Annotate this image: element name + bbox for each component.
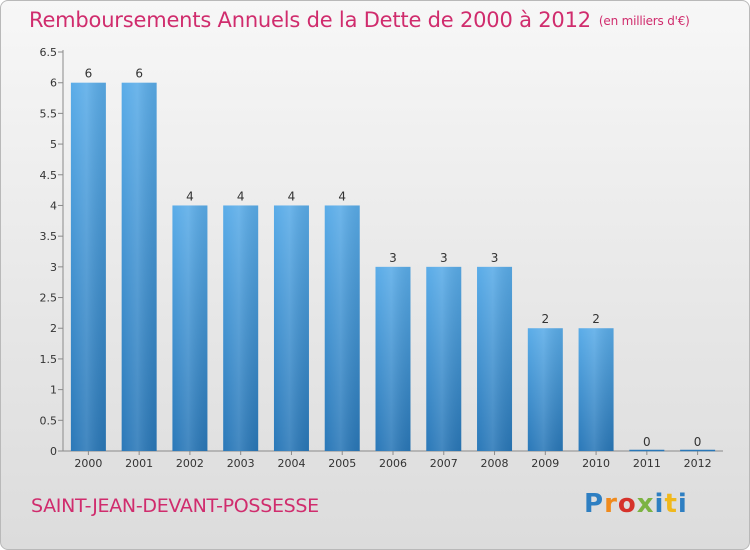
data-label: 2 <box>592 312 600 326</box>
bar-shine <box>121 82 157 451</box>
x-tick-label: 2007 <box>430 457 458 470</box>
y-tick-label: 6.5 <box>40 46 58 59</box>
x-tick-label: 2012 <box>684 457 712 470</box>
commune-name: SAINT-JEAN-DEVANT-POSSESSE <box>31 495 319 517</box>
y-tick-label: 3 <box>50 261 57 274</box>
bar-shine <box>324 205 360 451</box>
data-label: 4 <box>288 189 296 203</box>
x-axis: 2000 2001 2002 2003 2004 2005 2006 2007 2008 2009… <box>63 450 723 470</box>
x-tick-label: 2010 <box>582 457 610 470</box>
bar-shine <box>172 205 208 451</box>
logo-letter: x <box>636 489 655 519</box>
y-tick-label: 5 <box>50 138 57 151</box>
chart-title: Remboursements Annuels de la Dette de 20… <box>29 8 690 32</box>
data-label: 3 <box>440 251 448 265</box>
data-labels-group: 6 6 4 4 4 4 3 3 3 2 2 0 0 <box>85 67 702 449</box>
logo-letter: r <box>604 489 618 519</box>
x-tick-label: 2008 <box>481 457 509 470</box>
bars-group <box>70 82 716 452</box>
data-label: 6 <box>135 67 143 81</box>
y-tick-label: 5.5 <box>40 107 58 120</box>
y-tick-label: 1.5 <box>40 353 58 366</box>
x-tick-label: 2009 <box>531 457 559 470</box>
y-tick-label: 4 <box>50 199 57 212</box>
y-tick-label: 2 <box>50 322 57 335</box>
x-tick-label: 2002 <box>176 457 204 470</box>
logo-letter: i <box>654 489 665 519</box>
logo-letter: i <box>677 489 688 519</box>
data-label: 3 <box>389 251 397 265</box>
data-label: 2 <box>541 312 549 326</box>
bar-shine <box>578 328 614 451</box>
bar-shine <box>477 266 513 451</box>
logo-letter: t <box>664 489 678 519</box>
proxiti-logo: Proxiti <box>584 489 688 519</box>
x-tick-label: 2003 <box>227 457 255 470</box>
x-tick-label: 2001 <box>125 457 153 470</box>
logo-letter: P <box>584 489 605 519</box>
data-label: 6 <box>85 67 93 81</box>
logo-letter: o <box>617 489 637 519</box>
data-label: 4 <box>237 189 245 203</box>
x-tick-label: 2000 <box>74 457 102 470</box>
chart-title-text: Remboursements Annuels de la Dette de 20… <box>29 8 591 32</box>
y-tick-label: 0.5 <box>40 414 58 427</box>
bar-shine <box>426 266 462 451</box>
data-label: 0 <box>694 435 702 449</box>
bar-shine <box>273 205 309 451</box>
bar-shine <box>223 205 259 451</box>
y-tick-label: 1 <box>50 384 57 397</box>
y-tick-label: 4.5 <box>40 169 58 182</box>
y-tick-label: 3.5 <box>40 230 58 243</box>
x-tick-label: 2004 <box>277 457 305 470</box>
x-tick-label: 2006 <box>379 457 407 470</box>
y-tick-label: 2.5 <box>40 292 58 305</box>
bar-shine <box>375 266 411 451</box>
data-label: 4 <box>338 189 346 203</box>
x-tick-label: 2005 <box>328 457 356 470</box>
y-tick-label: 6 <box>50 77 57 90</box>
y-axis: 0 0.5 1 1.5 2 2.5 3 3.5 4 4.5 5 5.5 6 6.5 <box>40 46 64 458</box>
x-tick-label: 2011 <box>633 457 661 470</box>
bar-shine <box>70 82 106 451</box>
y-tick-label: 0 <box>50 445 57 458</box>
bar-shine <box>527 328 563 451</box>
data-label: 4 <box>186 189 194 203</box>
data-label: 3 <box>491 251 499 265</box>
data-label: 0 <box>643 435 651 449</box>
chart-subtitle: (en milliers d'€) <box>598 14 690 28</box>
